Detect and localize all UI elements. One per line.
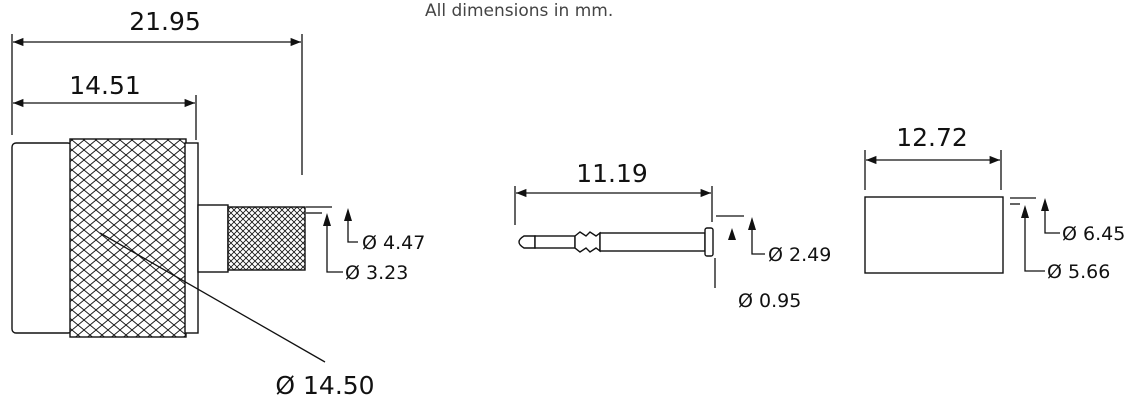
diameter-label: Ø 3.23 — [345, 262, 408, 284]
diameter-label: Ø 2.49 — [768, 244, 831, 266]
dimension-label: 11.19 — [576, 159, 648, 188]
diameter-label: Ø 4.47 — [362, 232, 425, 254]
diameter-label: Ø 0.95 — [738, 290, 801, 312]
note: All dimensions in mm. — [425, 1, 613, 21]
dimension-label: 12.72 — [896, 123, 968, 152]
diameter-label: Ø 6.45 — [1062, 223, 1125, 245]
pin: 11.19 Ø 2.49 Ø 0.95 — [514, 159, 831, 312]
dimension-label: 14.51 — [69, 71, 141, 100]
ferrule: 12.72 Ø 6.45 Ø 5.66 — [864, 123, 1125, 283]
dimension-label: 21.95 — [129, 7, 201, 36]
diameter-label: Ø 5.66 — [1047, 261, 1110, 283]
diameter-label: Ø 14.50 — [275, 371, 374, 400]
connector: 21.95 14.51 Ø 4.47 Ø 3.23 Ø 14.50 — [11, 7, 425, 400]
